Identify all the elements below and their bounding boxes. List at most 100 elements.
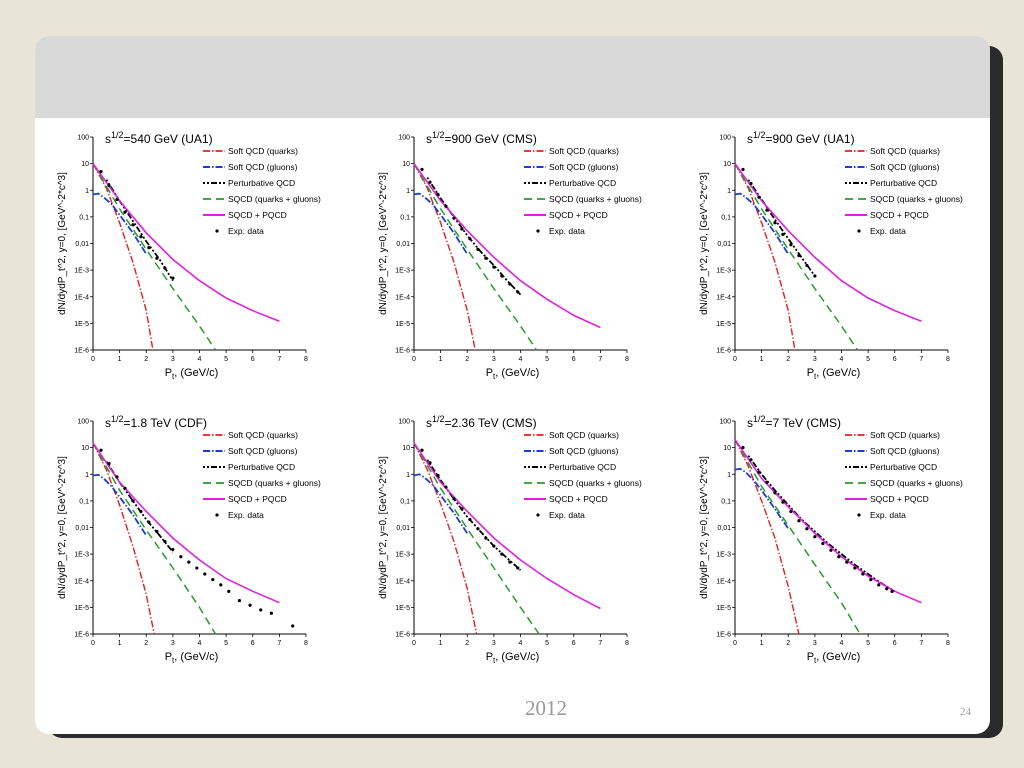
title-superscript: 1/2 (111, 130, 124, 140)
x-tick-label: 4 (198, 356, 202, 363)
x-label-base: P (486, 651, 493, 663)
x-tick-label: 5 (866, 640, 870, 647)
exp-data-point (99, 170, 103, 174)
x-tick-label: 4 (198, 640, 202, 647)
title-superscript: 1/2 (111, 414, 124, 424)
y-tick-label: 0,01 (717, 241, 731, 248)
y-tick-label: 1E-6 (395, 348, 410, 355)
exp-data-point (269, 611, 273, 615)
x-tick-label: 2 (786, 640, 790, 647)
x-tick-label: 1 (439, 640, 443, 647)
x-tick-label: 7 (598, 356, 602, 363)
series-line-1 (413, 163, 476, 351)
x-tick-label: 3 (492, 640, 496, 647)
chart-5: 0 1 2 3 4 5 6 7 8 100 10 1 0,1 0,01 1E-3 1E-4 1E-5 1E-6 s1… (378, 414, 642, 665)
x-label-base: P (165, 367, 172, 379)
x-tick-label: 3 (171, 356, 175, 363)
series-line-5 (92, 163, 280, 323)
x-tick-label: 0 (412, 356, 416, 363)
exp-data-point (452, 497, 456, 501)
y-tick-label: 1E-3 (74, 268, 89, 275)
x-tick-label: 5 (224, 640, 228, 647)
x-tick-label: 2 (465, 356, 469, 363)
y-tick-label: 1E-5 (716, 321, 731, 328)
y-axis-label: dN/dydP_t^2, y=0, [GeV^-2*c^3] (57, 172, 68, 315)
x-label-sub: t (172, 656, 175, 665)
legend-label: Exp. data (549, 226, 585, 236)
x-tick-label: 8 (304, 640, 308, 647)
x-tick-label: 4 (840, 356, 844, 363)
y-tick-label: 1E-5 (716, 605, 731, 612)
legend-label: Soft QCD (gluons) (228, 446, 298, 456)
x-tick-label: 1 (118, 356, 122, 363)
x-axis-label: Pt, (GeV/c) (486, 651, 540, 665)
legend-marker (215, 229, 219, 233)
series-line-4 (413, 442, 540, 635)
series-line-1 (734, 439, 800, 635)
exp-data-point (420, 167, 424, 172)
exp-data-point (460, 507, 464, 511)
y-tick-label: 1E-5 (395, 605, 410, 612)
legend-label: Soft QCD (quarks) (549, 430, 619, 440)
y-tick-label: 10 (81, 161, 89, 168)
exp-data-point (107, 462, 111, 466)
y-tick-label: 0,1 (721, 214, 731, 221)
x-tick-label: 0 (91, 356, 95, 363)
legend-label: SQCD + PQCD (228, 494, 287, 504)
chart-title: s1/2=900 GeV (CMS) (426, 130, 537, 146)
exp-data-point (115, 197, 119, 202)
x-tick-label: 6 (251, 640, 255, 647)
exp-data-point (492, 265, 496, 269)
exp-data-point (508, 560, 512, 564)
series-line-2 (413, 192, 469, 255)
exp-data-point (123, 486, 127, 490)
legend-label: SQCD (quarks + gluons) (228, 194, 321, 204)
x-axis-label: Pt, (GeV/c) (807, 651, 861, 665)
exp-data-point (203, 572, 207, 576)
exp-data-point (428, 180, 432, 184)
series-line-1 (734, 163, 796, 351)
series-line-1 (92, 442, 155, 635)
series-line-2 (734, 192, 790, 255)
x-tick-label: 1 (760, 640, 764, 647)
legend-label: Exp. data (870, 510, 906, 520)
exp-data-point (436, 473, 440, 478)
series-line-2 (413, 473, 469, 534)
y-tick-label: 0,1 (721, 498, 731, 505)
y-tick-label: 0,01 (75, 241, 89, 248)
exp-data-point (147, 246, 151, 250)
y-tick-label: 1 (727, 188, 731, 195)
exp-data-point (444, 485, 448, 489)
x-label-unit: , (GeV/c) (816, 651, 860, 663)
legend-label: Soft QCD (gluons) (870, 446, 940, 456)
y-tick-label: 1 (727, 472, 731, 479)
exp-data-point (885, 587, 889, 591)
exp-data-point (829, 548, 833, 552)
exp-data-point (291, 624, 295, 628)
legend-label: SQCD (quarks + gluons) (870, 194, 963, 204)
y-tick-label: 1E-4 (74, 294, 89, 301)
x-tick-label: 1 (118, 640, 122, 647)
y-tick-label: 0,1 (79, 498, 89, 505)
x-tick-label: 2 (144, 356, 148, 363)
y-axis-label: dN/dydP_t^2, y=0, [GeV^-2*c^3] (699, 456, 710, 599)
y-tick-label: 10 (402, 445, 410, 452)
x-tick-label: 5 (866, 356, 870, 363)
title-rest: =2.36 TeV (CMS) (445, 416, 537, 430)
chart-4: 0 1 2 3 4 5 6 7 8 100 10 1 0,1 0,01 1E-3 1E-4 1E-5 1E-6 s1… (57, 414, 321, 665)
exp-data-point (468, 237, 472, 241)
exp-data-point (452, 216, 456, 220)
x-tick-label: 3 (813, 640, 817, 647)
legend-label: SQCD (quarks + gluons) (228, 478, 321, 488)
exp-data-point (813, 535, 817, 539)
x-tick-label: 6 (251, 356, 255, 363)
title-base: s (105, 416, 111, 430)
legend-label: Soft QCD (quarks) (870, 146, 940, 156)
y-tick-label: 10 (723, 161, 731, 168)
chart-title: s1/2=1.8 TeV (CDF) (105, 414, 207, 430)
x-tick-label: 2 (465, 640, 469, 647)
y-tick-label: 100 (77, 135, 89, 142)
legend-label: Perturbative QCD (228, 178, 295, 188)
y-tick-label: 1 (406, 188, 410, 195)
y-tick-label: 100 (398, 419, 410, 426)
